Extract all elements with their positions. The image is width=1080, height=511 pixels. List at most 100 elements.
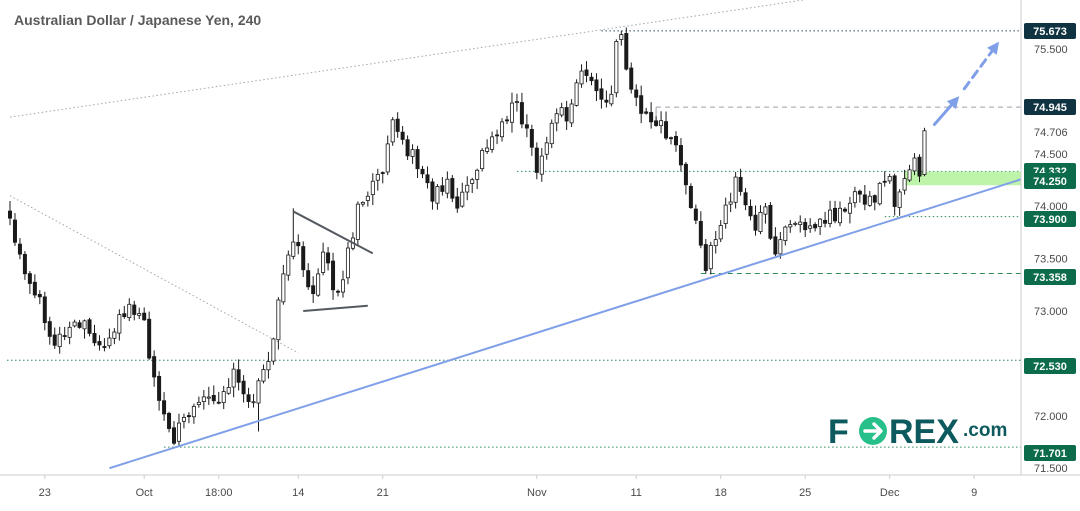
candle [693,204,698,225]
candle-body [519,102,524,125]
y-tick-label: 74.500 [1034,149,1068,161]
candle [847,196,852,224]
candle [336,289,341,297]
candle-body [405,139,410,157]
candle [460,182,465,208]
candle [629,62,634,94]
candle [529,124,534,156]
candle [137,307,142,320]
candle [82,319,87,339]
candle-body [186,415,191,418]
candle-body [897,191,902,208]
candle-body [852,191,857,204]
candle-body [460,191,465,207]
y-tick-label: 73.000 [1034,306,1068,318]
candle-body [768,204,773,239]
candle [370,173,375,206]
x-tick-label: 14 [292,487,304,499]
candle-body [415,149,420,170]
candle-body [107,337,112,347]
candle [639,85,644,124]
candle [122,305,127,319]
arrow-head-icon [987,41,1000,55]
candle-body [743,192,748,206]
candle-body [425,174,430,184]
candle-body [32,281,37,296]
candle [634,84,639,107]
candle [445,171,450,199]
candle-body [763,206,768,215]
price-tag-box [1024,173,1076,189]
candle-body [112,331,117,339]
candle [266,351,271,379]
candle [778,231,783,259]
candle-body [266,361,271,371]
candle-body [400,131,405,140]
candle [495,129,500,145]
candle-body [912,157,917,172]
candle [763,203,768,224]
price-tag-box [1024,445,1076,461]
pennant-lower-line [303,304,368,312]
price-tag-label: 74.945 [1033,102,1067,114]
candle [877,181,882,206]
candle [504,115,509,125]
candle-body [624,33,629,70]
candle [837,201,842,227]
candle [703,239,708,274]
candle-body [191,405,196,418]
candle [549,119,554,149]
price-tag-box [1024,211,1076,227]
candle [127,298,132,322]
candle-body [410,149,415,157]
candle [415,145,420,178]
candle [450,175,455,203]
logo-dot-com: .com [963,420,1007,441]
y-tick-label: 73.500 [1034,254,1068,266]
candle-body [683,163,688,186]
candle-body [524,124,529,129]
y-tick-label: 71.500 [1034,463,1068,475]
candle-body [634,89,639,98]
candle [723,197,728,229]
candle [331,252,336,300]
x-tick-label: Oct [136,487,153,499]
candle-body [331,260,336,291]
candle [783,225,788,246]
candle-body [485,147,490,152]
candle-body [833,207,838,222]
candle-body [728,201,733,205]
candle-body [673,135,678,146]
candle [698,211,703,249]
candle-body [579,70,584,85]
candle-body [837,207,842,224]
candle-body [574,82,579,106]
drawing-layer [7,0,1021,448]
candle [67,321,72,345]
candle-body [917,156,922,177]
candle [678,138,683,172]
candle-body [629,67,634,90]
candle [221,385,226,410]
candle [534,142,539,180]
candle [519,92,524,129]
candle-body [778,239,783,255]
candle [917,154,922,183]
candle [162,392,167,421]
candle [823,211,828,228]
candle-body [62,335,67,337]
candle [271,337,276,365]
candle-body [708,245,713,270]
candle-body [748,205,753,217]
candle [664,111,669,141]
candle [400,126,405,145]
price-tag-label: 73.358 [1033,272,1067,284]
candle-body [92,333,97,344]
candle [355,201,360,246]
candle-body [669,137,674,140]
candle-body [241,380,246,395]
candle-body [246,394,251,402]
logo-letters-rex: REX [889,413,959,451]
candle [654,116,659,127]
candle [813,222,818,232]
